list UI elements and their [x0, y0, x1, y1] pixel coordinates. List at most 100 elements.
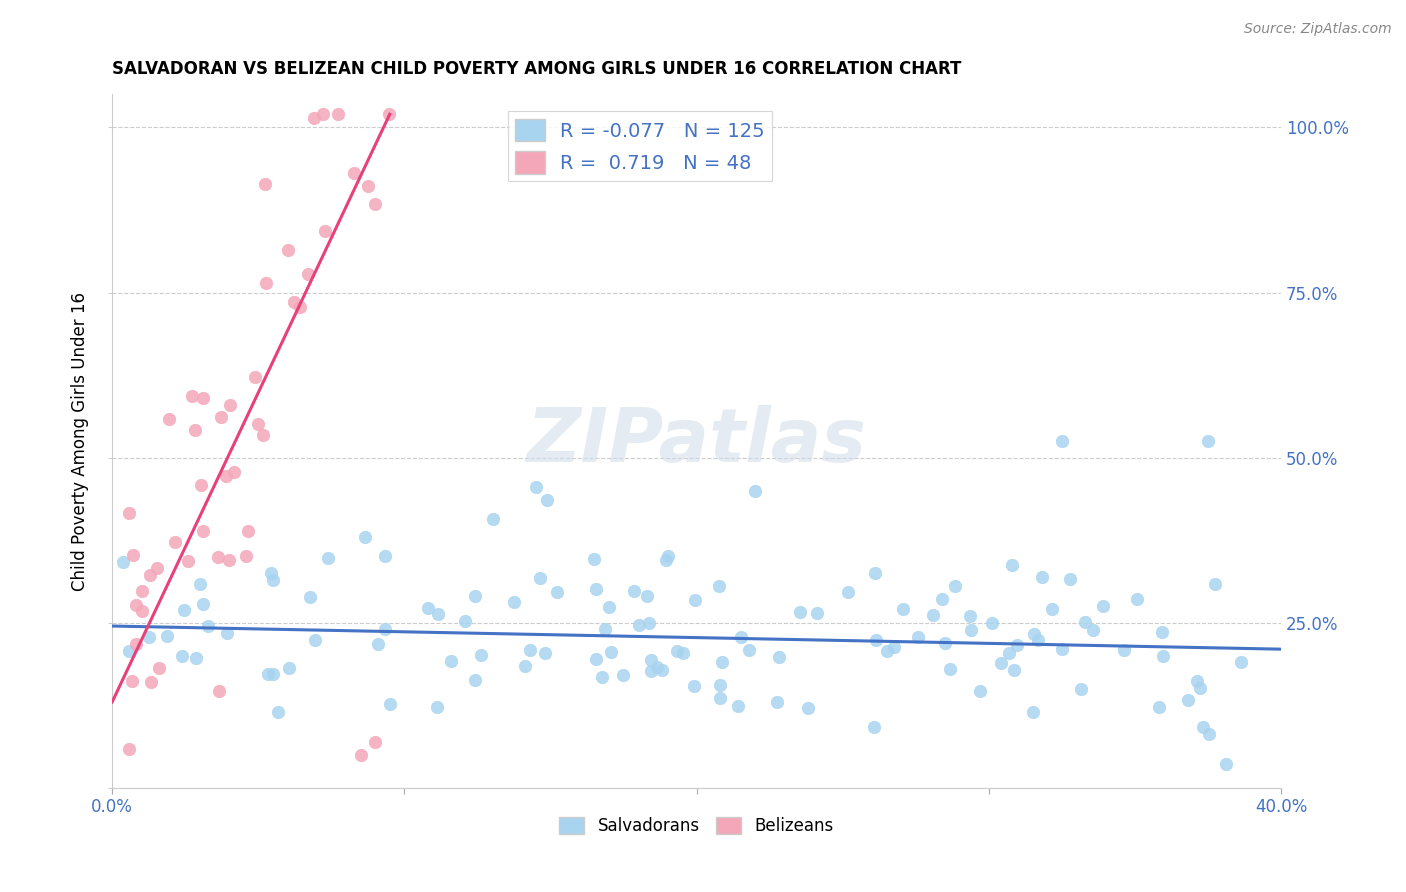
Point [288, 301, 311, 315]
Point [683, 593, 706, 607]
Point [138, 630, 160, 644]
Point [651, 663, 673, 677]
Point [1192, 720, 1215, 734]
Point [1070, 681, 1092, 696]
Point [267, 705, 290, 719]
Point [426, 607, 449, 621]
Point [262, 573, 284, 587]
Point [593, 622, 616, 636]
Point [111, 556, 134, 570]
Point [612, 668, 634, 682]
Point [524, 480, 547, 494]
Point [238, 524, 260, 539]
Point [863, 720, 886, 734]
Point [865, 566, 887, 580]
Point [470, 648, 492, 662]
Point [730, 630, 752, 644]
Point [219, 398, 242, 412]
Point [709, 677, 731, 691]
Point [277, 244, 299, 258]
Point [374, 549, 396, 563]
Point [191, 524, 214, 538]
Point [529, 572, 551, 586]
Point [655, 552, 678, 566]
Point [222, 466, 245, 480]
Point [1152, 648, 1174, 663]
Point [208, 684, 231, 698]
Point [891, 601, 914, 615]
Point [349, 747, 371, 762]
Point [959, 624, 981, 638]
Point [215, 626, 238, 640]
Point [585, 582, 607, 596]
Point [934, 635, 956, 649]
Point [727, 699, 749, 714]
Point [139, 567, 162, 582]
Point [959, 608, 981, 623]
Point [184, 423, 207, 437]
Point [283, 295, 305, 310]
Point [297, 267, 319, 281]
Point [599, 645, 621, 659]
Point [191, 391, 214, 405]
Point [367, 637, 389, 651]
Point [640, 664, 662, 678]
Point [636, 589, 658, 603]
Point [246, 417, 269, 431]
Point [519, 643, 541, 657]
Point [252, 427, 274, 442]
Point [709, 579, 731, 593]
Point [876, 644, 898, 658]
Point [657, 549, 679, 564]
Point [218, 553, 240, 567]
Point [156, 629, 179, 643]
Point [744, 483, 766, 498]
Point [314, 224, 336, 238]
Text: SALVADORAN VS BELIZEAN CHILD POVERTY AMONG GIRLS UNDER 16 CORRELATION CHART: SALVADORAN VS BELIZEAN CHILD POVERTY AMO… [112, 60, 962, 78]
Point [148, 661, 170, 675]
Point [209, 410, 232, 425]
Point [163, 535, 186, 549]
Point [311, 107, 333, 121]
Point [122, 548, 145, 562]
Point [124, 598, 146, 612]
Point [981, 615, 1004, 630]
Point [326, 107, 349, 121]
Point [215, 469, 238, 483]
Point [672, 647, 695, 661]
Point [464, 589, 486, 603]
Point [591, 670, 613, 684]
Point [118, 742, 141, 756]
Point [481, 512, 503, 526]
Point [907, 630, 929, 644]
Point [922, 607, 945, 622]
Point [278, 661, 301, 675]
Point [356, 178, 378, 193]
Point [766, 695, 789, 709]
Point [536, 493, 558, 508]
Point [131, 604, 153, 618]
Point [585, 652, 607, 666]
Point [118, 644, 141, 658]
Point [997, 646, 1019, 660]
Point [354, 530, 377, 544]
Point [190, 478, 212, 492]
Point [1230, 655, 1253, 669]
Point [177, 554, 200, 568]
Point [378, 107, 401, 121]
Point [1198, 726, 1220, 740]
Point [1112, 642, 1135, 657]
Point [1022, 626, 1045, 640]
Point [262, 666, 284, 681]
Point [883, 640, 905, 654]
Point [181, 389, 204, 403]
Point [1001, 558, 1024, 572]
Point [1197, 434, 1219, 449]
Point [1002, 663, 1025, 677]
Point [534, 647, 557, 661]
Point [464, 673, 486, 688]
Point [207, 549, 229, 564]
Point [515, 658, 537, 673]
Point [186, 651, 208, 665]
Point [938, 662, 960, 676]
